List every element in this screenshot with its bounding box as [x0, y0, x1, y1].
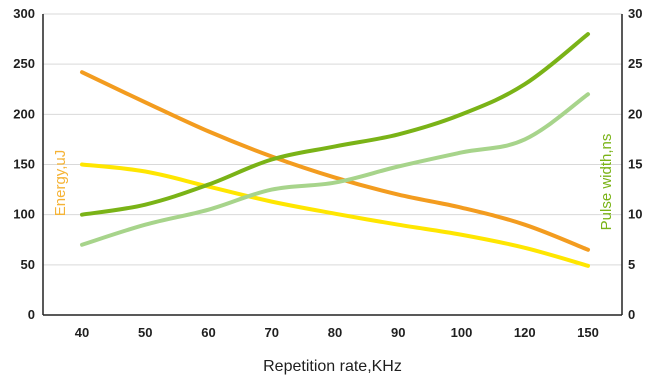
x-tick-label: 50 — [138, 325, 152, 340]
left-y-tick-label: 100 — [13, 207, 35, 222]
left-y-tick-label: 50 — [21, 257, 35, 272]
grid-lines — [43, 13, 622, 266]
right-y-tick-label: 0 — [628, 307, 635, 322]
series-lines — [80, 32, 590, 268]
left-y-tick-label: 300 — [13, 6, 35, 21]
series-line-4 — [80, 92, 590, 247]
x-tick-label: 90 — [391, 325, 405, 340]
x-tick-label: 70 — [265, 325, 279, 340]
right-y-tick-label: 5 — [628, 257, 635, 272]
left-y-tick-label: 200 — [13, 106, 35, 121]
x-tick-label: 150 — [577, 325, 599, 340]
right-y-tick-label: 25 — [628, 56, 642, 71]
left-y-axis-title: Energy,uJ — [52, 150, 69, 216]
right-y-tick-label: 15 — [628, 157, 642, 172]
right-y-tick-label: 20 — [628, 106, 642, 121]
axes — [42, 14, 623, 316]
series-line-1 — [80, 70, 590, 252]
x-axis-title: Repetition rate,KHz — [263, 358, 402, 375]
left-y-tick-label: 0 — [28, 307, 35, 322]
x-tick-label: 40 — [75, 325, 89, 340]
left-y-tick-label: 250 — [13, 56, 35, 71]
x-tick-label: 100 — [451, 325, 473, 340]
x-tick-label: 80 — [328, 325, 342, 340]
series-line-2 — [80, 162, 590, 268]
right-y-axis-title: Pulse width,ns — [598, 134, 615, 231]
right-y-tick-label: 30 — [628, 6, 642, 21]
x-tick-label: 120 — [514, 325, 536, 340]
series-line-3 — [80, 32, 590, 217]
right-y-tick-label: 10 — [628, 207, 642, 222]
left-y-tick-label: 150 — [13, 157, 35, 172]
tick-labels: 0 50 100 150 200 250 300 0 5 10 15 20 25 30 40 50 60 70 80… — [13, 6, 642, 340]
x-tick-label: 60 — [201, 325, 215, 340]
